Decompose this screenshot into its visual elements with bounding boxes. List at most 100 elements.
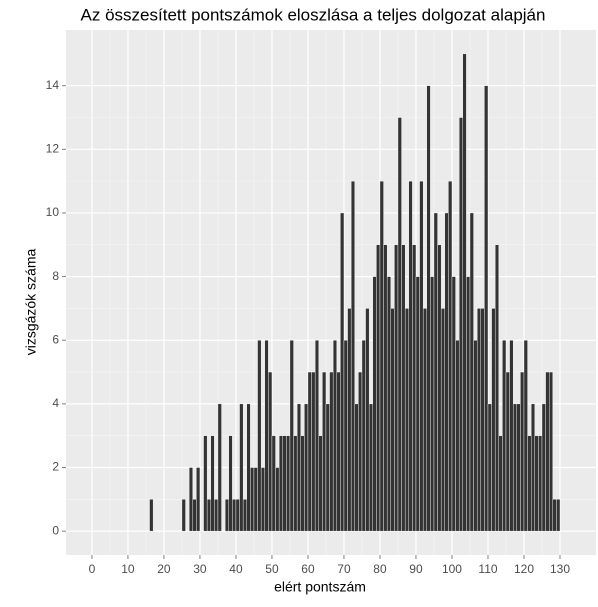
bar [362,340,366,531]
bar [481,308,485,531]
x-tick-label: 130 [550,562,570,576]
bar [502,340,506,531]
x-tick-label: 40 [229,562,243,576]
bar [445,213,449,531]
bar [488,404,492,531]
y-tick-label: 4 [52,396,59,410]
bar [456,340,460,531]
bar [484,86,488,531]
bar [441,308,445,531]
bar [294,436,298,531]
bar [312,372,316,531]
bar [182,499,186,531]
bar [196,468,200,532]
bar [319,436,323,531]
bar [448,181,452,531]
bar [376,245,380,531]
bar [207,499,211,531]
bar [409,181,413,531]
bar [492,308,496,531]
bar [477,308,481,531]
bar [272,436,276,531]
bar [340,213,344,531]
bar [254,468,258,532]
bar [348,308,352,531]
x-tick-label: 0 [89,562,96,576]
bar [366,308,370,531]
bar [470,213,474,531]
bar [258,340,262,531]
bar [549,372,553,531]
x-tick-label: 120 [514,562,534,576]
x-tick-label: 90 [409,562,423,576]
bar [430,277,434,532]
bar [369,404,373,531]
bar [459,118,463,532]
bar [531,404,535,531]
bar [553,499,557,531]
bar [380,181,384,531]
x-tick-label: 70 [337,562,351,576]
bar [427,86,431,531]
bar [351,181,355,531]
bar [384,245,388,531]
x-tick-label: 60 [301,562,315,576]
bar [304,404,308,531]
bar [344,340,348,531]
y-tick-label: 2 [52,460,59,474]
bar [204,436,208,531]
y-tick-label: 10 [46,205,60,219]
x-tick-label: 110 [478,562,497,576]
bar [542,404,546,531]
bar [189,468,193,532]
bar [218,404,222,531]
bar [297,404,301,531]
bar [535,436,539,531]
bar [556,499,560,531]
bar [499,436,503,531]
y-tick-label: 6 [52,332,59,346]
bar [337,372,341,531]
bar [387,277,391,532]
bar [229,436,233,531]
bar [150,499,154,531]
bar [402,245,406,531]
bar [524,340,528,531]
bar [250,468,254,532]
y-axis-label: vizsgázók száma [23,248,39,355]
bar [398,118,402,532]
bar [434,213,438,531]
bar [391,308,395,531]
y-tick-label: 8 [52,269,59,283]
bar [506,372,510,531]
bar [546,372,550,531]
bar [373,277,377,532]
bar [211,436,215,531]
bar [301,436,305,531]
bar [517,404,521,531]
bar [463,54,467,531]
chart-title: Az összesített pontszámok eloszlása a te… [81,5,546,24]
bar [355,404,359,531]
bar [290,340,294,531]
bar [243,499,247,531]
bar [308,372,312,531]
x-tick-label: 100 [442,562,462,576]
bar [452,277,456,532]
bar [330,372,334,531]
bar [276,468,280,532]
bar [466,277,470,532]
y-tick-label: 12 [46,141,60,155]
x-axis-label: elért pontszám [274,579,366,595]
x-tick-label: 80 [373,562,387,576]
bar [279,436,283,531]
bar [236,499,240,531]
bar [322,372,326,531]
bar [315,340,319,531]
bar [268,372,272,531]
bar [538,436,542,531]
bar [405,308,409,531]
bar [520,372,524,531]
bar [193,499,197,531]
